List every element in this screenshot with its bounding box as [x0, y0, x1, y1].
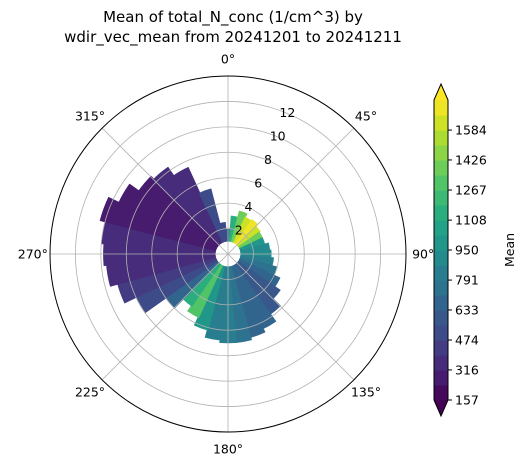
colorbar-band-4: [434, 325, 448, 341]
colorbar-band-13: [434, 190, 448, 206]
colorbar-band-12: [434, 205, 448, 221]
colorbar-tick-label-9: 1584: [455, 123, 487, 138]
colorbar-ticks: 157 316 474 633 791 950 1108 1267 1426 1584: [448, 123, 487, 408]
colorbar-band-1: [434, 370, 448, 386]
angular-tick-label-3: 135°: [351, 385, 381, 400]
colorbar-tick-label-4: 791: [455, 273, 479, 288]
radial-tick-label-5: 12: [279, 105, 295, 120]
angular-tick-label-5: 225°: [75, 385, 105, 400]
colorbar-band-0: [434, 385, 448, 401]
colorbar-band-14: [434, 175, 448, 191]
colorbar-band-15: [434, 160, 448, 176]
colorbar-band-16: [434, 145, 448, 161]
radial-tick-label-0: 2: [235, 223, 243, 238]
colorbar-band-11: [434, 220, 448, 236]
colorbar-tick-label-6: 1108: [455, 213, 487, 228]
colorbar-extend-top: [434, 84, 448, 100]
colorbar-band-7: [434, 280, 448, 296]
angular-tick-label-0: 0°: [221, 51, 235, 66]
colorbar-band-9: [434, 250, 448, 266]
colorbar-label: Mean: [502, 233, 517, 267]
colorbar-tick-label-5: 950: [455, 243, 479, 258]
colorbar-band-10: [434, 235, 448, 251]
grid-layer: [50, 76, 406, 432]
colorbar-band-19: [434, 100, 448, 116]
colorbar-tick-label-1: 316: [455, 362, 479, 377]
colorbar-extend-bottom: [434, 400, 448, 416]
radial-tick-label-4: 10: [270, 129, 286, 144]
radial-tick-label-3: 8: [264, 152, 272, 167]
chart-title-line2: wdir_vec_mean from 20241201 to 20241211: [64, 28, 402, 47]
colorbar-band-18: [434, 115, 448, 131]
colorbar-tick-label-8: 1426: [455, 152, 487, 167]
colorbar-band-5: [434, 310, 448, 326]
colorbar-bands: [434, 84, 448, 416]
colorbar-band-2: [434, 355, 448, 371]
angular-tick-label-7: 315°: [75, 108, 105, 123]
colorbar-band-6: [434, 295, 448, 311]
angular-tick-label-2: 90°: [412, 247, 434, 262]
chart-title-line1: Mean of total_N_conc (1/cm^3) by: [103, 8, 363, 27]
angular-tick-label-1: 45°: [355, 108, 377, 123]
angular-tick-label-6: 270°: [18, 247, 48, 262]
colorbar-tick-label-2: 474: [455, 333, 479, 348]
angular-tick-label-4: 180°: [213, 442, 243, 457]
radial-tick-label-1: 4: [244, 199, 252, 214]
colorbar: 157 316 474 633 791 950 1108 1267 1426 1584 Mean: [434, 84, 517, 416]
radial-tick-label-2: 6: [254, 176, 262, 191]
colorbar-band-17: [434, 130, 448, 146]
colorbar-tick-label-0: 157: [455, 393, 479, 408]
colorbar-band-8: [434, 265, 448, 281]
colorbar-band-3: [434, 340, 448, 356]
colorbar-tick-label-7: 1267: [455, 183, 487, 198]
colorbar-tick-label-3: 633: [455, 302, 479, 317]
